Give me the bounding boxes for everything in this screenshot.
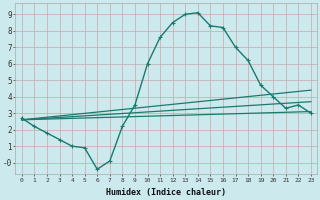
X-axis label: Humidex (Indice chaleur): Humidex (Indice chaleur) xyxy=(106,188,226,197)
